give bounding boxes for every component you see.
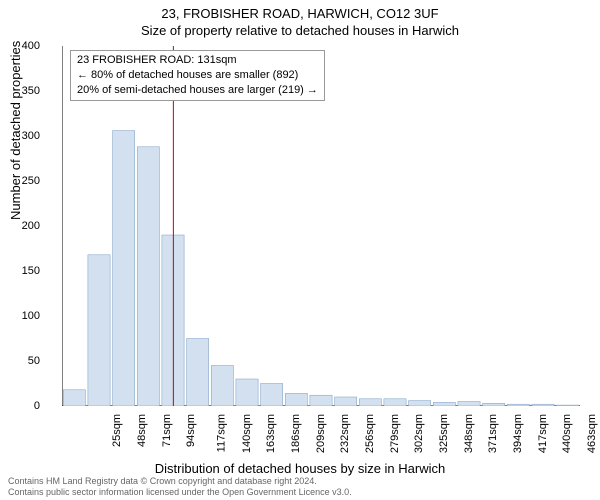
y-tick-label: 50 bbox=[0, 355, 40, 367]
x-tick-label: 279sqm bbox=[389, 414, 401, 453]
histogram-bar bbox=[458, 402, 480, 407]
histogram-bar bbox=[285, 393, 307, 406]
y-tick-label: 300 bbox=[0, 130, 40, 142]
x-tick-label: 463sqm bbox=[586, 414, 598, 453]
histogram-bar bbox=[384, 399, 406, 406]
x-tick-label: 71sqm bbox=[161, 414, 173, 447]
x-tick-label: 232sqm bbox=[339, 414, 351, 453]
footer-line: Contains HM Land Registry data © Crown c… bbox=[8, 476, 592, 487]
title-main: 23, FROBISHER ROAD, HARWICH, CO12 3UF bbox=[0, 0, 600, 21]
footer-line: Contains public sector information licen… bbox=[8, 487, 592, 498]
histogram-bar bbox=[187, 339, 209, 407]
histogram-bar bbox=[409, 401, 431, 406]
x-tick-label: 117sqm bbox=[215, 414, 227, 452]
histogram-bar bbox=[137, 147, 159, 406]
histogram-bar bbox=[63, 390, 85, 406]
x-tick-label: 417sqm bbox=[537, 414, 549, 453]
histogram-bar bbox=[335, 397, 357, 406]
x-tick-label: 440sqm bbox=[561, 414, 573, 453]
footer: Contains HM Land Registry data © Crown c… bbox=[8, 476, 592, 498]
histogram-bar bbox=[310, 395, 332, 406]
x-tick-label: 209sqm bbox=[315, 414, 327, 453]
histogram-bar bbox=[211, 366, 233, 407]
y-tick-label: 200 bbox=[0, 220, 40, 232]
annotation-line: 20% of semi-detached houses are larger (… bbox=[77, 83, 318, 98]
x-axis-title: Distribution of detached houses by size … bbox=[0, 461, 600, 476]
annotation-box: 23 FROBISHER ROAD: 131sqm ← 80% of detac… bbox=[70, 50, 325, 101]
histogram-bar bbox=[507, 404, 529, 406]
histogram-bar bbox=[236, 379, 258, 406]
y-tick-label: 400 bbox=[0, 40, 40, 52]
x-tick-label: 140sqm bbox=[241, 414, 253, 453]
x-tick-label: 25sqm bbox=[111, 414, 123, 447]
x-tick-label: 302sqm bbox=[413, 414, 425, 453]
annotation-line: 23 FROBISHER ROAD: 131sqm bbox=[77, 53, 318, 68]
y-tick-label: 150 bbox=[0, 265, 40, 277]
x-tick-label: 348sqm bbox=[463, 414, 475, 453]
x-tick-label: 163sqm bbox=[265, 414, 277, 453]
x-tick-label: 256sqm bbox=[364, 414, 376, 453]
histogram-bar bbox=[88, 255, 110, 406]
histogram-bar bbox=[557, 405, 579, 406]
y-tick-label: 250 bbox=[0, 175, 40, 187]
y-tick-label: 0 bbox=[0, 400, 40, 412]
y-tick-label: 100 bbox=[0, 310, 40, 322]
y-tick-label: 350 bbox=[0, 85, 40, 97]
histogram-bar bbox=[359, 399, 381, 406]
title-sub: Size of property relative to detached ho… bbox=[0, 21, 600, 38]
chart-container: 23, FROBISHER ROAD, HARWICH, CO12 3UF Si… bbox=[0, 0, 600, 500]
histogram-bar bbox=[483, 403, 505, 406]
annotation-line: ← 80% of detached houses are smaller (89… bbox=[77, 68, 318, 83]
x-tick-label: 186sqm bbox=[290, 414, 302, 453]
histogram-bar bbox=[532, 404, 554, 406]
histogram-bar bbox=[433, 402, 455, 406]
x-tick-label: 48sqm bbox=[136, 414, 148, 447]
histogram-bar bbox=[113, 131, 135, 406]
x-tick-label: 394sqm bbox=[512, 414, 524, 453]
x-tick-label: 325sqm bbox=[438, 414, 450, 453]
x-tick-label: 94sqm bbox=[185, 414, 197, 447]
histogram-bar bbox=[261, 384, 283, 407]
x-tick-label: 371sqm bbox=[487, 414, 499, 453]
